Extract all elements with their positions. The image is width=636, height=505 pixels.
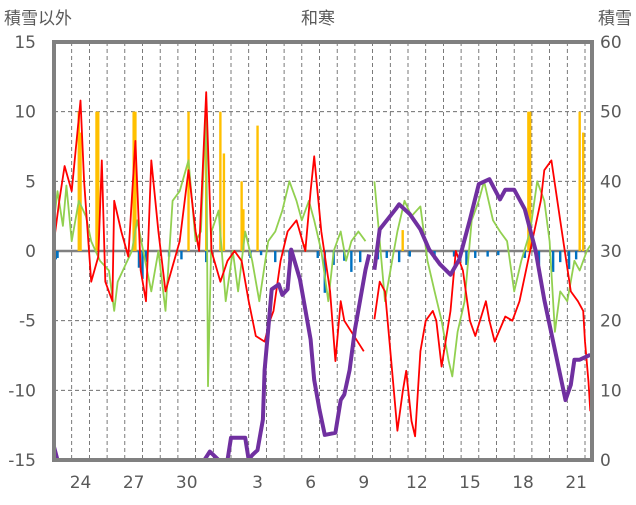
- blue-bar: [486, 251, 489, 257]
- left-tick-label: 15: [14, 33, 36, 53]
- blue-bar: [316, 251, 319, 258]
- left-tick-label: -5: [19, 312, 36, 332]
- blue-bar: [205, 251, 208, 263]
- x-tick-label: 12: [406, 473, 428, 493]
- blue-bar: [465, 251, 468, 265]
- x-tick-label: 21: [565, 473, 587, 493]
- blue-bar: [144, 251, 148, 263]
- x-tick-label: 18: [512, 473, 534, 493]
- blue-bar: [350, 251, 353, 272]
- orange-bar: [222, 153, 226, 251]
- blue-bar: [574, 251, 578, 260]
- blue-bar: [551, 251, 555, 272]
- x-tick-label: 27: [123, 473, 145, 493]
- blue-bar: [259, 251, 263, 256]
- gridlines: [54, 42, 592, 460]
- orange-bar: [240, 181, 243, 251]
- orange-bar: [134, 111, 137, 252]
- orange-bar: [578, 111, 581, 252]
- blue-bar: [474, 251, 477, 258]
- left-tick-label: 5: [25, 172, 36, 192]
- left-tick-label: -15: [8, 451, 36, 471]
- blue-bar: [537, 251, 541, 265]
- right-tick-label: 0: [600, 451, 611, 471]
- right-tick-label: 10: [600, 381, 622, 401]
- orange-bar: [256, 125, 259, 251]
- blue-bar: [137, 251, 141, 268]
- left-tick-label: 0: [25, 242, 36, 262]
- blue-bar: [559, 251, 562, 263]
- orange-bar: [242, 209, 245, 251]
- series-lines: [52, 91, 592, 462]
- blue-bar: [385, 251, 388, 258]
- x-tick-label: 9: [358, 473, 369, 493]
- blue-bar: [523, 251, 527, 258]
- orange-bar: [97, 111, 100, 252]
- orange-bar: [528, 111, 532, 252]
- x-tick-label: 24: [70, 473, 92, 493]
- blue-bar: [567, 251, 571, 270]
- orange-bar: [79, 132, 82, 251]
- right-axis-title: 積雪: [598, 9, 632, 29]
- orange-bar: [95, 111, 98, 252]
- x-tick-label: 3: [252, 473, 263, 493]
- purple-series-line: [52, 177, 592, 462]
- blue-bar: [56, 251, 59, 258]
- blue-bar: [359, 251, 362, 263]
- left-axis-title: 積雪以外: [4, 9, 72, 29]
- orange-bar: [527, 111, 530, 252]
- blue-bar: [180, 251, 183, 260]
- right-tick-label: 40: [600, 172, 622, 192]
- left-tick-label: -10: [8, 381, 36, 401]
- red-series-line: [53, 91, 592, 438]
- right-tick-label: 20: [600, 312, 622, 332]
- right-tick-label: 30: [600, 242, 622, 262]
- x-tick-label: 6: [305, 473, 316, 493]
- blue-bar: [408, 251, 411, 257]
- left-tick-label: 10: [14, 103, 36, 123]
- orange-bar: [401, 230, 404, 251]
- orange-bar: [219, 111, 222, 252]
- right-tick-label: 60: [600, 33, 622, 53]
- blue-bar: [497, 251, 500, 256]
- green-series-line: [53, 105, 592, 388]
- x-tick-label: 15: [459, 473, 481, 493]
- blue-bar: [452, 251, 456, 257]
- chart-title: 和寒: [301, 9, 335, 29]
- orange-bar: [187, 111, 190, 252]
- blue-bar: [397, 251, 401, 263]
- plot-frame: [52, 40, 594, 462]
- right-tick-label: 50: [600, 103, 622, 123]
- x-tick-label: 30: [176, 473, 198, 493]
- orange-bar: [582, 132, 585, 251]
- blue-bar: [274, 251, 277, 263]
- blue-bar: [141, 251, 144, 279]
- orange-bar: [77, 111, 80, 252]
